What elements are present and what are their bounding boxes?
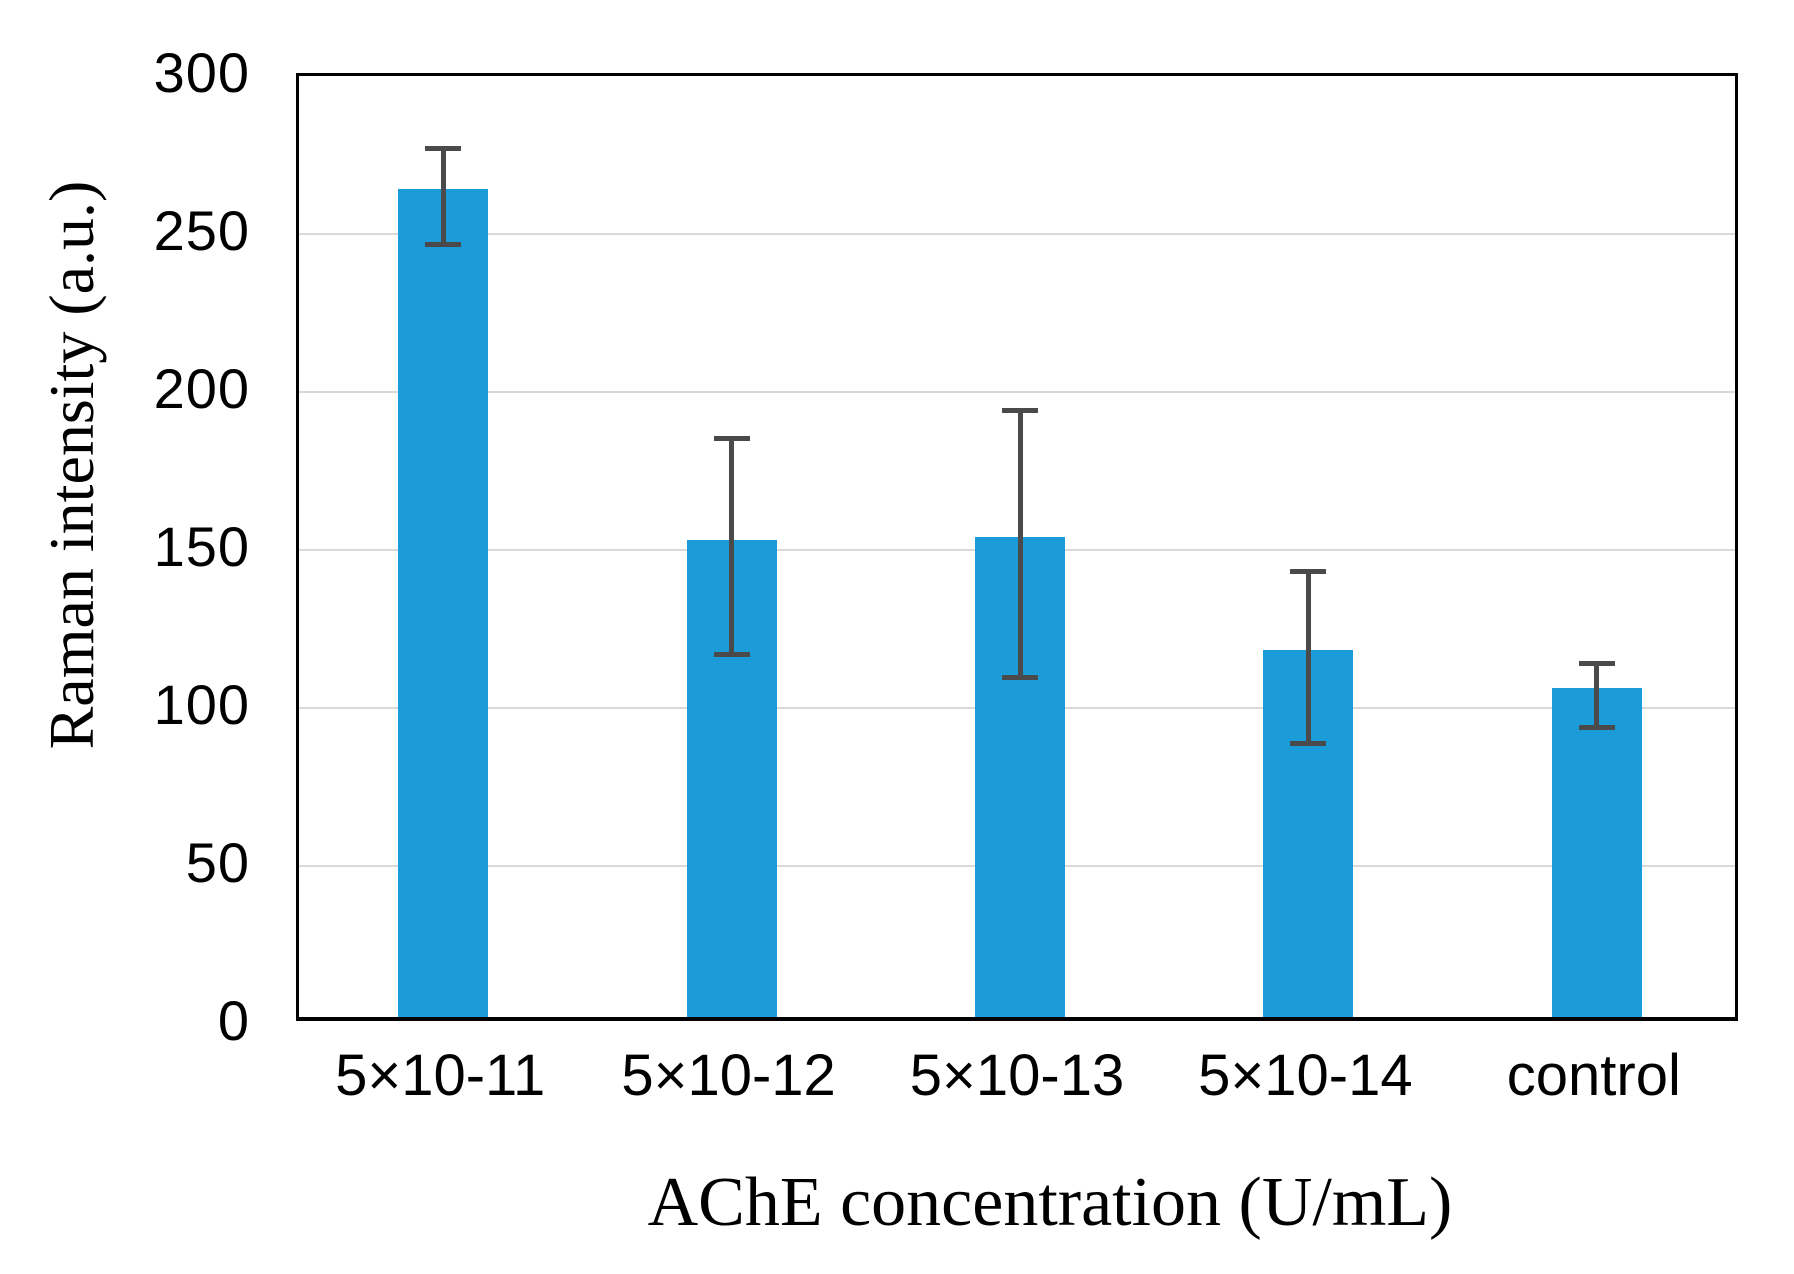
error-bar-upper-cap bbox=[1290, 568, 1327, 574]
error-bar-5×10-13 bbox=[1017, 407, 1023, 680]
y-tick-label-200: 200 bbox=[153, 357, 250, 420]
error-bar-lower-cap bbox=[713, 652, 750, 658]
y-tick-label-250: 250 bbox=[153, 199, 250, 262]
plot-area bbox=[296, 73, 1738, 1021]
x-category-label-5×10-11: 5×10-11 bbox=[335, 1043, 546, 1108]
x-category-label-control: control bbox=[1506, 1043, 1681, 1108]
error-bar-upper-cap bbox=[1578, 660, 1615, 666]
error-bar-lower-cap bbox=[1002, 674, 1038, 680]
error-bar-lower-cap bbox=[1578, 725, 1615, 731]
error-bar-upper-cap bbox=[1002, 407, 1038, 413]
error-bar-upper-cap bbox=[713, 436, 750, 442]
error-bar-lower-cap bbox=[425, 241, 462, 247]
y-axis-title: Raman intensity (a.u.) bbox=[36, 180, 107, 750]
bar-control bbox=[1551, 688, 1642, 1017]
gridline-200 bbox=[299, 391, 1735, 393]
error-bar-5×10-14 bbox=[1305, 568, 1311, 746]
error-bar-lower-cap bbox=[1290, 740, 1327, 746]
error-bar-5×10-12 bbox=[729, 436, 735, 658]
gridline-250 bbox=[299, 233, 1735, 235]
bar-5×10-11 bbox=[398, 189, 489, 1017]
y-tick-label-100: 100 bbox=[153, 673, 250, 736]
y-tick-label-150: 150 bbox=[153, 515, 250, 578]
y-tick-label-0: 0 bbox=[217, 989, 250, 1052]
x-category-label-5×10-12: 5×10-12 bbox=[621, 1043, 836, 1108]
error-bar-control bbox=[1594, 660, 1600, 731]
error-bar-5×10-11 bbox=[440, 145, 446, 247]
y-tick-label-50: 50 bbox=[185, 831, 250, 894]
x-category-label-5×10-14: 5×10-14 bbox=[1198, 1043, 1413, 1108]
x-axis-title: AChE concentration (U/mL) bbox=[647, 1164, 1453, 1241]
x-category-label-5×10-13: 5×10-13 bbox=[909, 1043, 1125, 1108]
error-bar-upper-cap bbox=[425, 145, 462, 151]
y-tick-label-300: 300 bbox=[153, 41, 250, 104]
